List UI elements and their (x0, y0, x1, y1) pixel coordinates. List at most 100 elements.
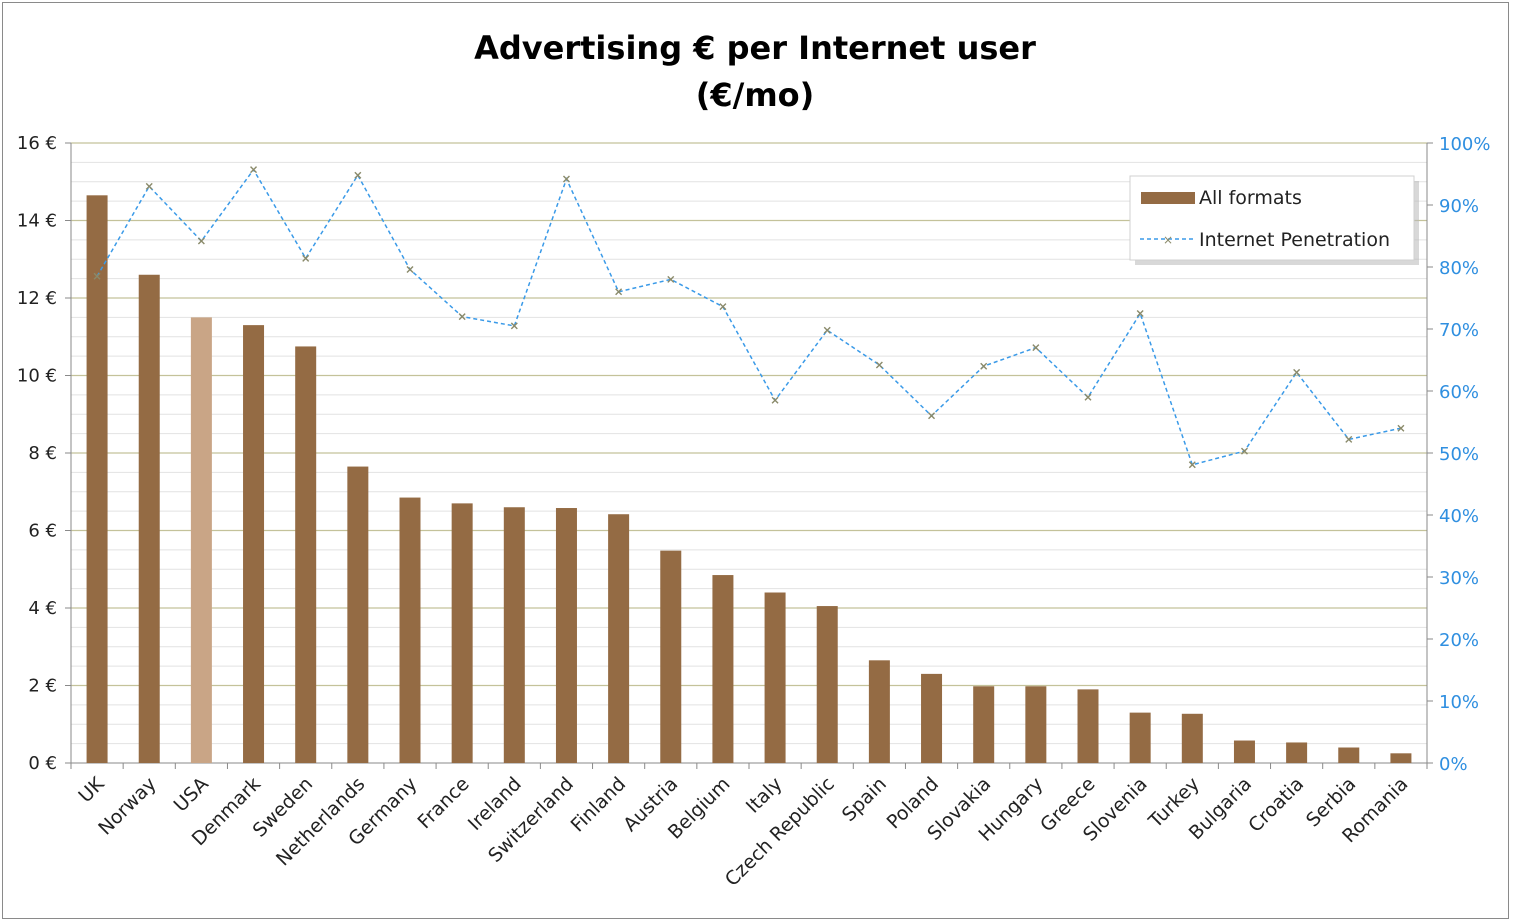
penetration-point-uk (93, 272, 101, 280)
x-axis-tick-label: Norway (94, 773, 161, 840)
y-axis-left-tick-label: 0 € (28, 753, 57, 774)
marker-stroke (1188, 461, 1196, 469)
penetration-point-spain (875, 361, 883, 369)
y-axis-right-tick-label: 100% (1439, 134, 1490, 155)
penetration-polyline (96, 168, 1402, 466)
bar-ireland (503, 507, 525, 763)
marker-stroke (458, 313, 466, 321)
legend-marker-penetration: × (1163, 233, 1173, 247)
marker-stroke (1293, 368, 1301, 376)
bar-france (451, 503, 473, 763)
marker-stroke (1136, 310, 1144, 317)
y-axis-left-tick-label: 2 € (28, 676, 57, 697)
bar-greece (1077, 689, 1099, 763)
marker-stroke (928, 412, 936, 420)
penetration-point-hungary (1032, 344, 1040, 352)
penetration-point-norway (145, 182, 153, 190)
bar-hungary (1025, 686, 1047, 763)
bar-romania (1390, 753, 1412, 763)
marker-stroke (719, 303, 727, 311)
x-axis-tick-label: USA (170, 773, 213, 816)
chart-subtitle: (€/mo) (696, 76, 815, 114)
penetration-point-croatia (1293, 368, 1301, 376)
marker-stroke (667, 275, 675, 283)
penetration-point-austria (667, 275, 675, 283)
marker-stroke (1345, 435, 1353, 443)
bar-turkey (1181, 713, 1203, 763)
x-axis-tick-label: UK (74, 773, 109, 808)
marker-stroke (302, 254, 310, 262)
marker-stroke (823, 326, 831, 334)
bar-uk (86, 195, 108, 763)
bar-poland (921, 673, 943, 763)
penetration-point-slovenia (1136, 310, 1144, 317)
marker-stroke (250, 166, 258, 174)
marker-stroke (562, 175, 570, 183)
y-axis-right-tick-label: 80% (1439, 258, 1479, 279)
y-axis-right-tick-label: 60% (1439, 382, 1479, 403)
penetration-point-romania (1397, 424, 1405, 432)
bar-slovenia (1129, 712, 1151, 763)
bar-finland (608, 514, 630, 763)
bar-denmark (243, 325, 265, 763)
marker-stroke (197, 237, 205, 245)
penetration-point-turkey (1188, 461, 1196, 469)
penetration-point-denmark (250, 166, 258, 174)
penetration-point-slovakia (980, 362, 988, 370)
bar-slovakia (973, 686, 995, 763)
marker-stroke (406, 265, 414, 273)
penetration-point-usa (197, 237, 205, 245)
y-axis-left-tick-label: 10 € (17, 366, 57, 387)
bar-belgium (712, 575, 734, 763)
chart-svg: Advertising € per Internet user (€/mo) 0… (17, 29, 1491, 891)
marker-stroke (875, 361, 883, 369)
legend-label-penetration: Internet Penetration (1199, 229, 1390, 251)
marker-stroke (980, 362, 988, 370)
bar-sweden (295, 346, 317, 763)
bars (86, 195, 1412, 763)
y-axis-right-tick-label: 20% (1439, 630, 1479, 651)
y-axis-right-ticks: 0% 10% 20% 30% 40% 50% 60% 70% 80% 90% 100% (1427, 134, 1490, 775)
bar-germany (399, 497, 421, 763)
penetration-point-finland (615, 288, 623, 296)
x-axis-tick-label: Finland (567, 773, 631, 837)
penetration-point-czech-republic (823, 326, 831, 334)
y-axis-right-tick-label: 90% (1439, 196, 1479, 217)
y-axis-right-tick-label: 30% (1439, 568, 1479, 589)
marker-stroke (1397, 424, 1405, 432)
legend-label-all-formats: All formats (1199, 187, 1302, 209)
marker-stroke (93, 272, 101, 280)
bar-italy (764, 592, 786, 763)
bar-bulgaria (1233, 740, 1255, 763)
penetration-point-netherlands (354, 171, 362, 179)
bar-switzerland (555, 508, 577, 763)
bar-spain (868, 660, 890, 763)
y-axis-left-tick-label: 6 € (28, 521, 57, 542)
penetration-point-belgium (719, 303, 727, 311)
y-axis-right-tick-label: 50% (1439, 444, 1479, 465)
x-axis-tick-label: Italy (742, 773, 787, 818)
penetration-point-poland (928, 412, 936, 420)
y-axis-left-tick-label: 8 € (28, 443, 57, 464)
penetration-point-ireland (510, 322, 518, 330)
legend: All formats × Internet Penetration (1129, 175, 1419, 265)
y-axis-right-tick-label: 10% (1439, 692, 1479, 713)
penetration-point-serbia (1345, 435, 1353, 443)
chart-title: Advertising € per Internet user (474, 29, 1036, 67)
marker-stroke (771, 396, 779, 404)
y-axis-right-tick-label: 0% (1439, 754, 1468, 775)
marker-stroke (1032, 344, 1040, 352)
bar-norway (138, 274, 160, 763)
y-axis-left-ticks: 0 € 2 € 4 € 6 € 8 € 10 € 12 € 14 € 16 € (17, 133, 71, 774)
penetration-line (93, 166, 1405, 469)
marker-stroke (1240, 447, 1248, 455)
penetration-point-switzerland (562, 175, 570, 183)
marker-stroke (615, 288, 623, 296)
y-axis-right-tick-label: 40% (1439, 506, 1479, 527)
bar-czech-republic (816, 606, 838, 763)
marker-stroke (1084, 393, 1092, 401)
marker-stroke (145, 182, 153, 190)
bar-netherlands (347, 466, 369, 763)
